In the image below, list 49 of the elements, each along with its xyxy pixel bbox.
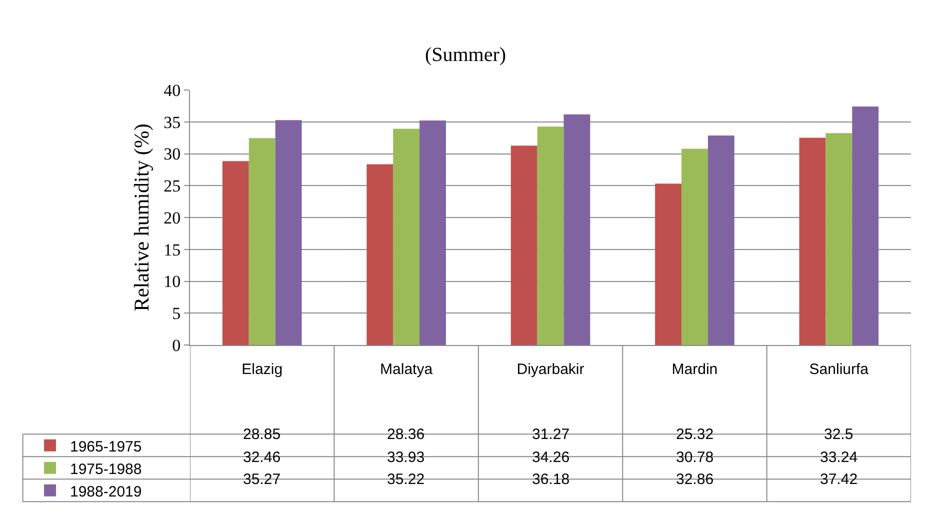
x-tick-label: Mardin (672, 361, 718, 378)
y-tick-label: 5 (172, 304, 181, 324)
y-tick-label: 20 (164, 208, 181, 228)
x-tick-label: Malatya (380, 361, 434, 378)
bar (420, 120, 446, 345)
data-label: 31.27 (532, 426, 570, 443)
y-tick-label: 0 (172, 336, 181, 355)
data-label: 37.42 (820, 471, 858, 488)
data-label: 28.85 (243, 426, 281, 443)
y-tick-label: 40 (164, 80, 181, 100)
data-label: 25.32 (676, 426, 714, 443)
y-axis-title: Relative humidity (%) (130, 124, 154, 312)
y-tick-label: 30 (164, 144, 181, 164)
x-tick-label: Sanliurfa (809, 361, 870, 378)
bar (393, 128, 420, 345)
legend-label: 1988-2019 (70, 483, 142, 500)
bar (655, 184, 682, 345)
data-label: 33.93 (387, 449, 425, 466)
bar (708, 136, 734, 345)
y-tick-label: 35 (164, 112, 181, 132)
bar (366, 164, 394, 345)
bar (275, 120, 302, 345)
legend-label: 1975-1988 (70, 460, 142, 478)
bar (799, 138, 826, 345)
y-tick-label: 15 (164, 240, 181, 260)
data-label: 30.78 (676, 449, 714, 466)
legend-label: 1965-1975 (70, 438, 142, 456)
x-tick-label: Elazig (242, 361, 283, 378)
data-label: 33.24 (820, 449, 858, 466)
bar (564, 114, 590, 345)
bar (510, 146, 538, 345)
bar (826, 133, 852, 345)
data-label: 32.86 (676, 471, 714, 488)
bar (537, 126, 564, 345)
chart-title: (Summer) (424, 44, 506, 66)
bar (248, 138, 276, 345)
y-tick-label: 25 (164, 176, 181, 196)
bar (852, 106, 879, 345)
data-label: 35.27 (243, 471, 281, 488)
data-label: 36.18 (532, 471, 570, 488)
x-tick-label: Diyarbakir (516, 361, 584, 378)
data-label: 34.26 (532, 449, 570, 466)
bar (681, 148, 708, 345)
data-label: 32.46 (243, 449, 281, 466)
data-label: 28.36 (387, 426, 425, 443)
y-tick-label: 10 (164, 272, 181, 292)
data-label: 35.22 (387, 471, 425, 488)
data-label: 32.5 (824, 426, 854, 443)
bar (222, 161, 249, 345)
